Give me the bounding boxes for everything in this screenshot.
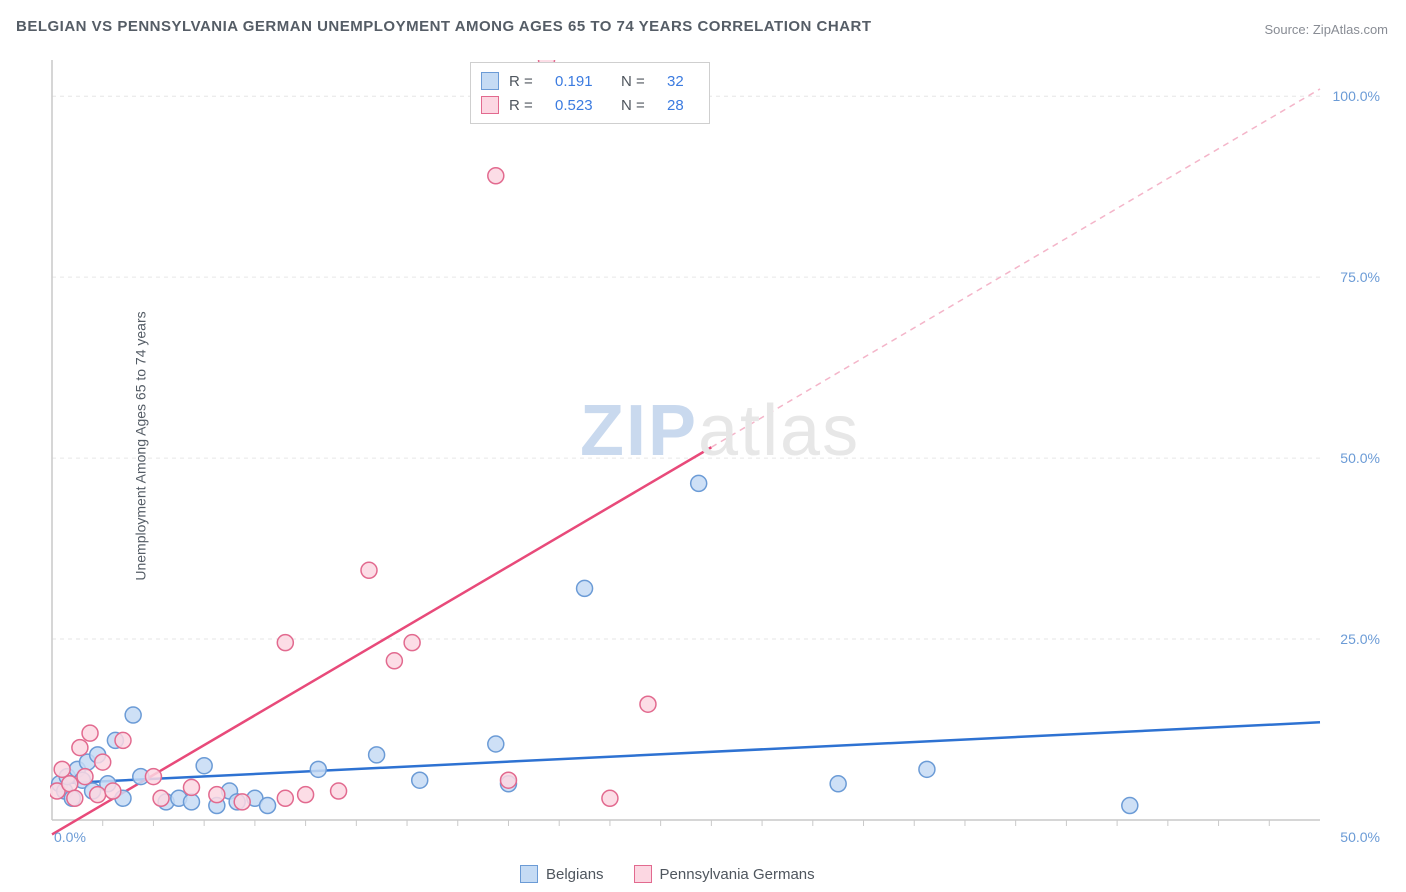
r-value-pagermans: 0.523 [555,97,611,114]
legend-item-pagermans: Pennsylvania Germans [634,865,815,883]
svg-text:50.0%: 50.0% [1340,450,1380,466]
svg-text:50.0%: 50.0% [1340,829,1380,845]
stats-row-belgians: R = 0.191 N = 32 [481,69,699,93]
scatter-plot: 25.0% 50.0% 75.0% 100.0% 0.0% 50.0% [50,60,1390,850]
swatch-pagermans [481,96,499,114]
n-label: N = [621,73,657,90]
n-value-belgians: 32 [667,73,699,90]
chart-title: BELGIAN VS PENNSYLVANIA GERMAN UNEMPLOYM… [16,18,872,35]
series-legend: Belgians Pennsylvania Germans [520,865,815,883]
legend-item-belgians: Belgians [520,865,604,883]
legend-label-pagermans: Pennsylvania Germans [660,866,815,883]
n-label: N = [621,97,657,114]
source-attribution: Source: ZipAtlas.com [1264,22,1388,37]
r-label: R = [509,73,545,90]
svg-text:75.0%: 75.0% [1340,269,1380,285]
stats-row-pagermans: R = 0.523 N = 28 [481,93,699,117]
r-label: R = [509,97,545,114]
svg-text:100.0%: 100.0% [1333,88,1380,104]
correlation-stats-box: R = 0.191 N = 32 R = 0.523 N = 28 [470,62,710,124]
svg-text:0.0%: 0.0% [54,829,86,845]
r-value-belgians: 0.191 [555,73,611,90]
legend-swatch-belgians [520,865,538,883]
svg-text:25.0%: 25.0% [1340,631,1380,647]
legend-label-belgians: Belgians [546,866,604,883]
swatch-belgians [481,72,499,90]
legend-swatch-pagermans [634,865,652,883]
n-value-pagermans: 28 [667,97,699,114]
